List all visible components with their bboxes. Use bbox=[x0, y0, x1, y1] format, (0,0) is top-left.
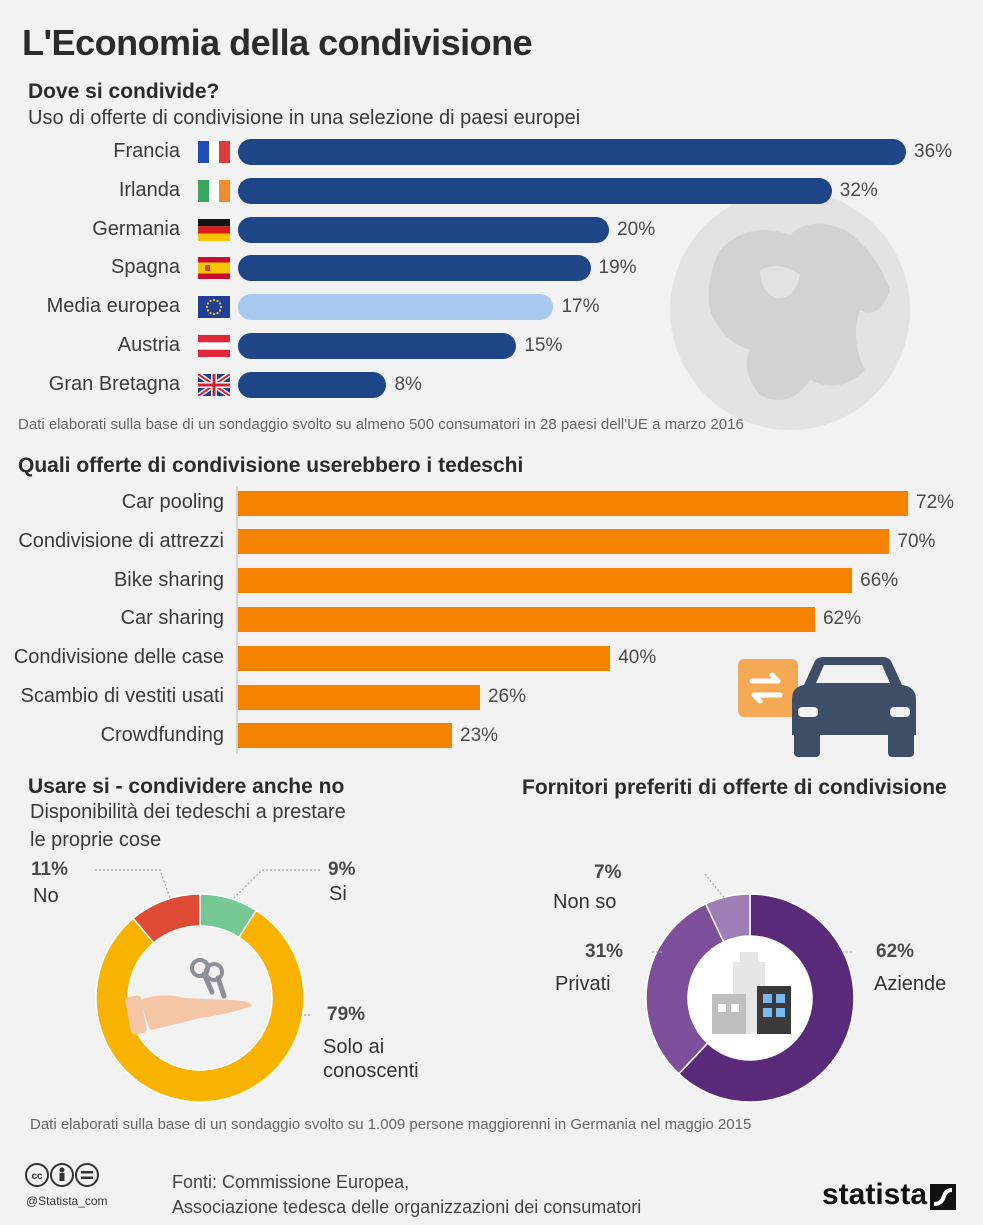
bar bbox=[238, 529, 890, 555]
swap-badge bbox=[738, 659, 798, 717]
hand-keys-icon bbox=[125, 958, 252, 1035]
svg-text:cc: cc bbox=[31, 1171, 43, 1182]
value-label: 32% bbox=[839, 179, 878, 201]
category-label: Francia bbox=[113, 140, 180, 162]
creative-commons-icons: cc bbox=[25, 1163, 99, 1187]
flag-germany-icon bbox=[198, 218, 230, 246]
category-label: Spagna bbox=[111, 256, 180, 279]
bar bbox=[238, 684, 480, 710]
page-title: L'Economia della condivisione bbox=[22, 22, 533, 63]
sources-line1: Fonti: Commissione Europea, bbox=[172, 1172, 410, 1192]
category-label: Crowdfunding bbox=[100, 723, 224, 746]
donut1-solo-label-line2: conoscenti bbox=[323, 1060, 419, 1082]
donut1-no-pct: 11% bbox=[31, 859, 68, 880]
slice-aziende bbox=[677, 893, 855, 1103]
category-label: Bike sharing bbox=[113, 568, 224, 591]
category-label: Austria bbox=[117, 334, 180, 356]
donut1-si-pct: 9% bbox=[328, 859, 356, 880]
statista-logo-icon bbox=[930, 1184, 956, 1210]
value-label: 23% bbox=[460, 724, 499, 746]
leader-line bbox=[227, 869, 320, 905]
section2-title: Quali offerte di condivisione userebbero… bbox=[18, 454, 524, 477]
donut2-privati-pct: 31% bbox=[585, 941, 624, 962]
section3-title: Usare si - condividere anche no bbox=[28, 775, 345, 798]
flag-austria-icon bbox=[198, 335, 230, 362]
value-label: 8% bbox=[394, 373, 422, 395]
donut2-nonso-label: Non so bbox=[553, 891, 617, 913]
value-label: 19% bbox=[598, 257, 637, 279]
slice-si bbox=[199, 893, 258, 939]
section3-subtitle-line2: le proprie cose bbox=[30, 829, 162, 851]
category-label: Germania bbox=[92, 217, 180, 240]
leader-line bbox=[95, 869, 171, 899]
bar bbox=[238, 606, 815, 632]
category-label: Gran Bretagna bbox=[48, 372, 180, 395]
cc-icon bbox=[25, 1163, 49, 1187]
donut1-no-label: No bbox=[33, 885, 59, 907]
value-label: 72% bbox=[916, 492, 955, 513]
flag-spain-icon bbox=[198, 257, 230, 284]
globe-watermark bbox=[670, 190, 910, 430]
bar bbox=[238, 490, 908, 516]
section1-subtitle: Uso di offerte di condivisione in una se… bbox=[28, 107, 581, 129]
value-label: 17% bbox=[561, 296, 600, 318]
section3-subtitle-line1: Disponibilità dei tedeschi a prestare bbox=[30, 801, 346, 823]
value-label: 70% bbox=[897, 530, 936, 552]
donut2-privati-label: Privati bbox=[555, 973, 611, 995]
flag-eu-icon bbox=[198, 296, 230, 323]
donut1-si-label: Si bbox=[329, 883, 347, 905]
buildings-icon bbox=[688, 936, 812, 1060]
slice-no bbox=[132, 893, 201, 944]
footer-note: Dati elaborati sulla base di un sondaggi… bbox=[30, 1116, 752, 1133]
slice-non-so bbox=[704, 893, 751, 943]
leader-line bbox=[704, 873, 727, 901]
donut2-nonso-pct: 7% bbox=[594, 862, 622, 883]
statista-handle: @Statista_com bbox=[26, 1194, 108, 1208]
bar bbox=[238, 333, 517, 359]
category-label: Car pooling bbox=[121, 491, 224, 513]
slice-privati bbox=[645, 902, 725, 1075]
category-label: Irlanda bbox=[118, 178, 180, 201]
category-label: Scambio di vestiti usati bbox=[20, 685, 224, 707]
category-label: Car sharing bbox=[120, 607, 224, 630]
category-label: Condivisione di attrezzi bbox=[18, 529, 224, 552]
slice-solo-ai-conoscenti bbox=[95, 909, 305, 1103]
bar bbox=[238, 294, 554, 321]
donut1-solo-pct: 79% bbox=[327, 1004, 366, 1025]
car-sharing-illustration bbox=[738, 657, 916, 757]
bar bbox=[238, 139, 906, 165]
value-label: 15% bbox=[524, 335, 563, 356]
flag-uk-icon bbox=[196, 371, 232, 401]
by-icon bbox=[50, 1163, 74, 1187]
section1-title: Dove si condivide? bbox=[28, 80, 220, 103]
value-label: 40% bbox=[618, 647, 657, 669]
section4-title: Fornitori preferiti di offerte di condiv… bbox=[522, 776, 947, 799]
sources-line2: Associazione tedesca delle organizzazion… bbox=[172, 1197, 642, 1217]
value-label: 20% bbox=[617, 218, 656, 240]
bar bbox=[238, 255, 591, 282]
category-label: Condivisione delle case bbox=[13, 646, 224, 669]
section1-note: Dati elaborati sulla base di un sondaggi… bbox=[18, 416, 744, 433]
nd-icon bbox=[75, 1163, 99, 1187]
category-label: Media europea bbox=[46, 295, 180, 318]
flag-france-icon bbox=[198, 141, 230, 168]
donut2-aziende-label: Aziende bbox=[874, 973, 947, 995]
chart2-axis-line bbox=[236, 486, 238, 754]
statista-logo-text: statista bbox=[822, 1178, 928, 1211]
donut1-solo-label-line1: Solo ai bbox=[323, 1036, 385, 1058]
value-label: 26% bbox=[487, 686, 526, 707]
donut2-aziende-pct: 62% bbox=[876, 941, 915, 962]
value-label: 62% bbox=[822, 608, 861, 630]
bar bbox=[238, 177, 832, 204]
swap-arrows-icon bbox=[749, 672, 783, 704]
bar bbox=[238, 645, 611, 671]
flag-ireland-icon bbox=[198, 179, 230, 207]
value-label: 66% bbox=[860, 569, 899, 591]
bar bbox=[238, 568, 853, 594]
value-label: 36% bbox=[914, 141, 953, 162]
bar bbox=[238, 216, 610, 243]
bar bbox=[238, 371, 387, 398]
bar bbox=[238, 723, 453, 749]
